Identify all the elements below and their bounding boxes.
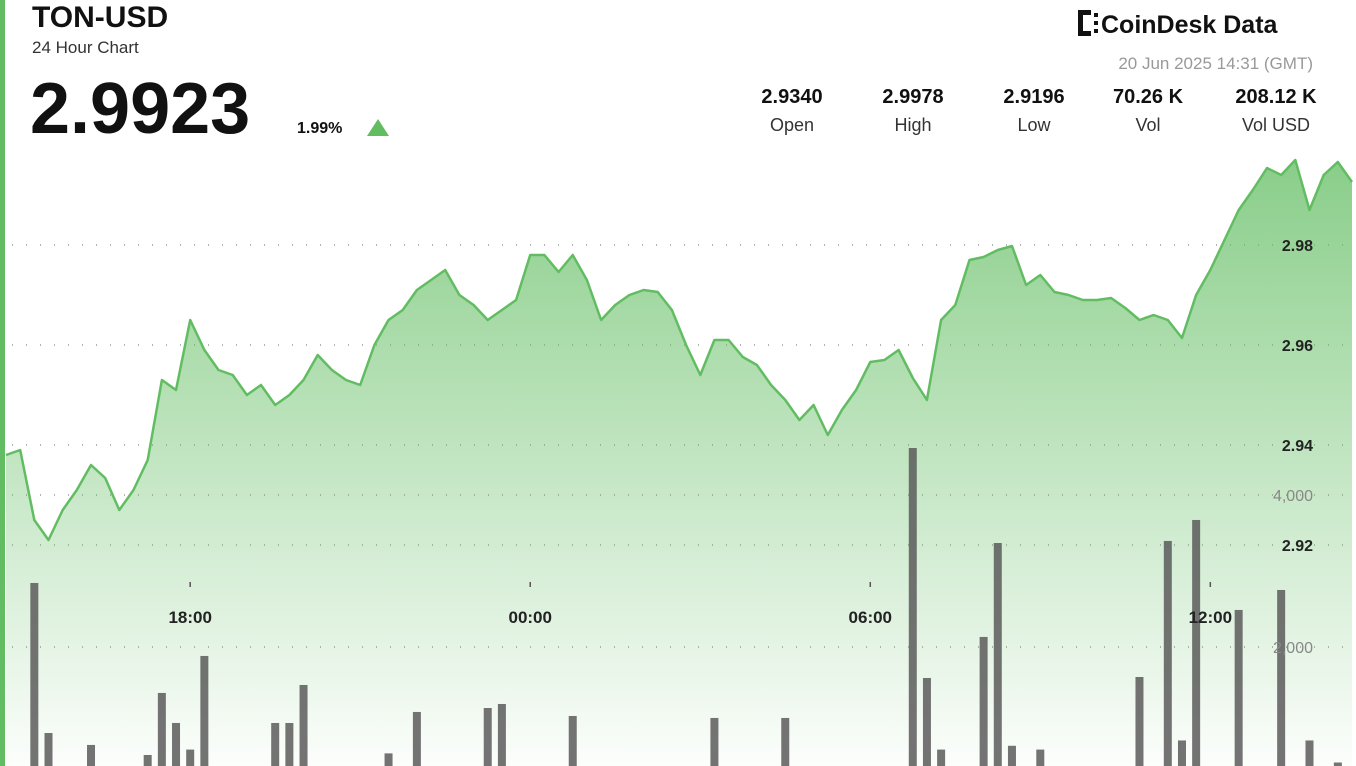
volume-bar [271,722,280,766]
brand-icon [1078,10,1098,36]
x-tick-label: 00:00 [508,608,551,627]
subtitle: 24 Hour Chart [32,38,139,57]
stat-label: High [894,115,931,135]
timestamp: 20 Jun 2025 14:31 (GMT) [1118,54,1313,73]
volume-bar [979,636,988,766]
volume-bar [1333,762,1342,766]
stat-label: Open [770,115,814,135]
volume-bar [200,655,209,766]
x-tick-label: 12:00 [1189,608,1232,627]
x-tick-label: 18:00 [168,608,211,627]
volume-bar [937,749,946,766]
stat-value: 2.9340 [761,86,822,108]
volume-bar [1177,740,1186,766]
brand: CoinDesk Data [1101,11,1279,39]
stat-value: 2.9978 [882,86,943,108]
stat-label: Low [1017,115,1051,135]
stat-value: 70.26 K [1113,86,1184,108]
price-line [5,158,1354,542]
volume-bar [922,677,931,766]
volume-bar [781,717,790,766]
stat-value: 2.9196 [1003,86,1064,108]
stat-label: Vol USD [1242,115,1310,135]
volume-bar [299,684,308,766]
volume-bar [143,754,152,766]
volume-bar [172,722,181,766]
plot: 2.92 2.94 2.96 2.98 2,000 4,000 18:00 00:00 06:0… [5,158,1356,766]
volume-bar [384,753,393,766]
change: 1.99% [297,120,342,137]
x-tick-label: 06:00 [849,608,892,627]
stat-value: 208.12 K [1235,86,1317,108]
volume-bar [993,543,1002,766]
volume-bar [87,744,96,766]
volume-bar [1192,519,1201,766]
up-arrow [367,119,389,136]
volume-bar [44,733,53,766]
y2-tick-label: 2,000 [1273,640,1313,657]
stat-label: Vol [1135,115,1160,135]
title: TON-USD [32,1,168,34]
volume-bar [1277,589,1286,766]
volume-bar [497,703,506,766]
volume-bar [710,717,719,766]
stats: 2.9340 Open 2.9978 High 2.9196 Low 70.26 K Vol 2… [761,86,1317,135]
accent-bar [0,0,5,766]
area [6,160,1352,766]
volume-bar [30,582,39,766]
volume-bar [1305,740,1314,766]
volume-bar [1007,745,1016,766]
y-tick-label: 2.98 [1282,238,1313,255]
volume-bar [1135,677,1144,766]
volume-bar [483,708,492,766]
volume-bar [568,715,577,766]
volume-bar [1036,749,1045,766]
volume-bar [908,448,917,766]
y-tick-label: 2.96 [1282,338,1313,355]
y-tick-label: 2.92 [1282,538,1313,555]
volume-bar [1234,609,1243,766]
price: 2.9923 [30,69,250,149]
volume-bar [186,749,195,766]
volume-bar [285,722,294,766]
y2-tick-label: 4,000 [1273,488,1313,505]
volume-bar [412,711,421,766]
volume-bar [157,692,166,766]
volume-bar [1163,540,1172,766]
y-tick-label: 2.94 [1282,438,1313,455]
